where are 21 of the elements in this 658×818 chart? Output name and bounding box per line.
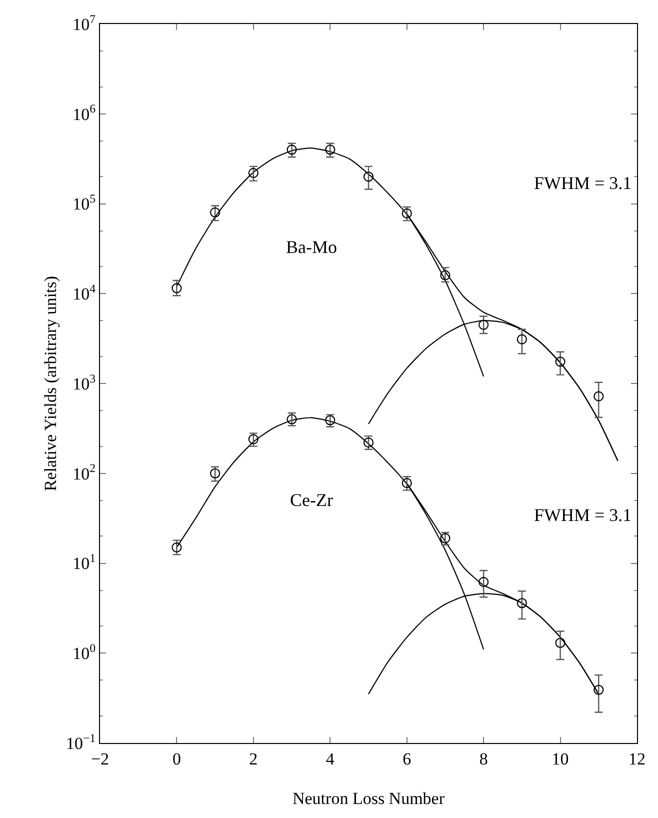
x-tick-label: 4 <box>326 749 335 768</box>
x-tick-label: 6 <box>402 749 412 768</box>
annotation: FWHM = 3.1 <box>534 173 632 193</box>
y-tick-label: 10$^{3}$ <box>72 371 96 394</box>
annotation: Ce-Zr <box>290 490 333 510</box>
y-axis-title: Relative Yields (arbitrary units) <box>41 276 60 492</box>
x-tick-label: 12 <box>628 749 646 768</box>
x-tick-label: 2 <box>249 749 258 768</box>
y-tick-label: 10$^{2}$ <box>72 461 96 484</box>
y-tick-label: 10$^{6}$ <box>72 102 96 124</box>
x-axis-title: Neutron Loss Number <box>292 789 445 808</box>
annotation: Ba-Mo <box>286 237 337 257</box>
y-tick-label: 10$^{1}$ <box>72 551 96 574</box>
y-tick-label: 10$^{5}$ <box>72 192 96 214</box>
x-tick-label: 10 <box>552 749 569 768</box>
x-tick-label: 0 <box>172 749 181 768</box>
y-tick-label: 10$^{0}$ <box>72 640 96 664</box>
y-tick-label: 10$^{7}$ <box>72 12 96 34</box>
x-tick-label: 8 <box>479 749 488 768</box>
y-tick-label: 10$^{4}$ <box>72 281 96 304</box>
annotation: FWHM = 3.1 <box>534 505 632 525</box>
